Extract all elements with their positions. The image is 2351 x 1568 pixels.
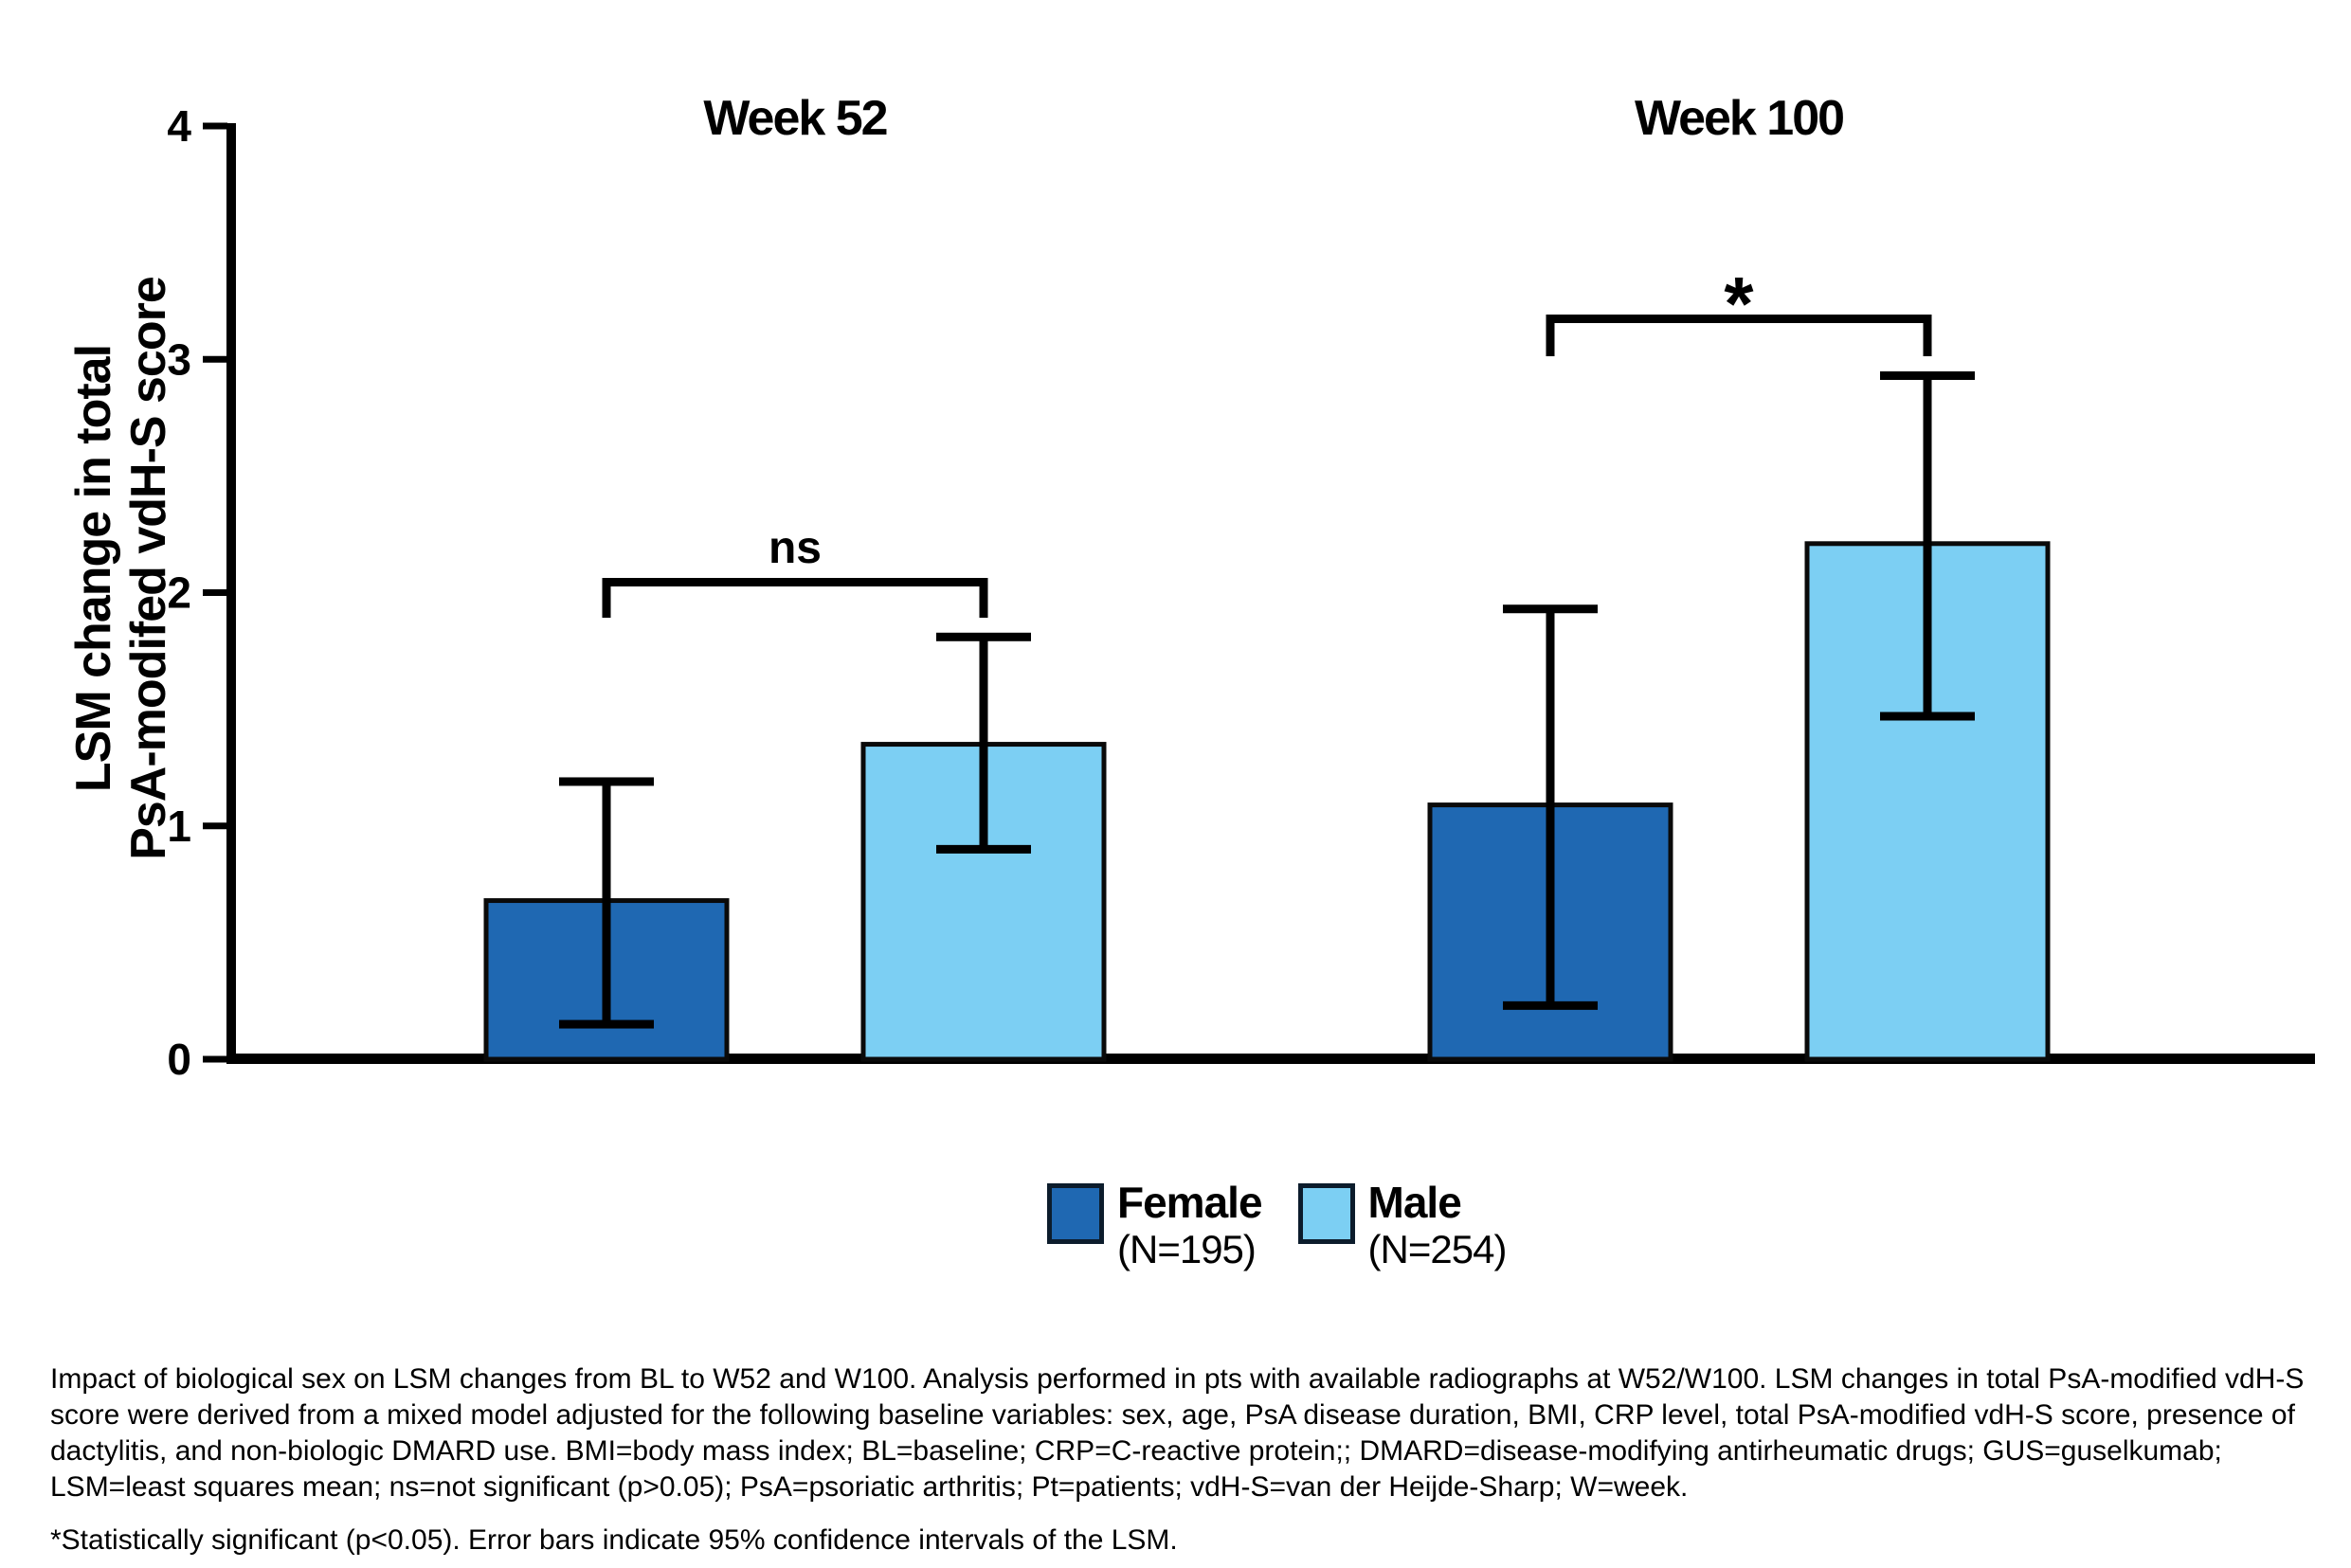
y-axis-title-line2: PsA-modifed vdH-S score: [121, 277, 176, 860]
error-cap-top-female-0: [559, 777, 654, 786]
footnote-paragraph: Impact of biological sex on LSM changes …: [50, 1363, 2305, 1503]
legend-n-female: (N=195): [1117, 1227, 1257, 1271]
y-tick-0: [203, 1055, 227, 1063]
group-title-week100: Week 100: [1635, 91, 1843, 146]
y-tick-label-3: 3: [167, 334, 191, 384]
y-tick-label-2: 2: [167, 568, 191, 618]
error-cap-bottom-male-0: [936, 844, 1031, 854]
sig-label-0: ns: [769, 523, 822, 573]
y-tick-label-4: 4: [167, 101, 191, 151]
sig-bracket-right-tick-0: [979, 578, 988, 618]
y-axis-title-line1: LSM change in total: [66, 344, 121, 793]
legend: Female (N=195) Male (N=254): [1047, 1178, 1508, 1272]
y-axis-title: LSM change in total PsA-modifed vdH-S sc…: [66, 199, 176, 938]
y-tick-3: [203, 355, 227, 363]
y-tick-1: [203, 822, 227, 830]
legend-swatch-female: [1047, 1183, 1104, 1244]
error-line-male-0: [979, 637, 988, 850]
y-tick-label-0: 0: [167, 1035, 191, 1084]
legend-n-male: (N=254): [1367, 1227, 1508, 1271]
error-cap-bottom-female-0: [559, 1019, 654, 1029]
error-cap-bottom-male-1: [1880, 712, 1975, 721]
error-line-female-1: [1546, 608, 1555, 1006]
error-cap-top-female-1: [1503, 604, 1598, 614]
footnotes: Impact of biological sex on LSM changes …: [50, 1361, 2324, 1559]
error-line-male-1: [1923, 375, 1932, 717]
legend-label-male: Male: [1367, 1178, 1462, 1227]
x-axis-baseline: [226, 1054, 2315, 1064]
error-cap-bottom-female-1: [1503, 1000, 1598, 1010]
legend-item-male: Male (N=254): [1297, 1178, 1508, 1272]
error-line-female-0: [602, 781, 611, 1025]
y-tick-2: [203, 589, 227, 596]
bar-chart: Week 52 Week 100 0 1 2 3 4 ns *: [167, 91, 2315, 1084]
sig-bracket-left-tick-1: [1546, 315, 1555, 356]
group-title-week52: Week 52: [703, 91, 886, 146]
y-tick-4: [203, 122, 227, 130]
legend-label-female: Female: [1117, 1178, 1263, 1227]
sig-bracket-right-tick-1: [1923, 315, 1932, 356]
error-cap-top-male-0: [936, 632, 1031, 641]
sig-bracket-left-tick-0: [602, 578, 611, 618]
footnote-significance: *Statistically significant (p<0.05). Err…: [50, 1524, 1178, 1556]
plot-dynamic-layer: 0 1 2 3 4 ns *: [167, 101, 2051, 1084]
sig-bracket-line-0: [602, 578, 988, 586]
legend-swatch-male: [1297, 1183, 1355, 1244]
error-cap-top-male-1: [1880, 370, 1975, 380]
y-axis-spine: [226, 123, 236, 1064]
legend-item-female: Female (N=195): [1047, 1178, 1263, 1272]
sig-label-1: *: [1724, 261, 1754, 346]
y-tick-label-1: 1: [167, 802, 191, 851]
sig-bracket-line-1: [1546, 315, 1932, 323]
